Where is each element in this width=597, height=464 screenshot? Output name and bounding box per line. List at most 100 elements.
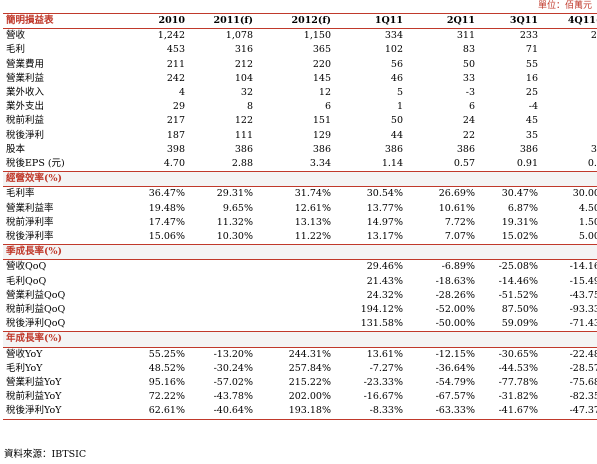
table-cell: 21.43% [366, 275, 403, 287]
row-label: 稅前利益YoY [6, 391, 62, 403]
table-cell: 13.61% [366, 348, 403, 360]
table-cell: -28.26% [435, 289, 475, 301]
table-cell: 4.70 [163, 158, 185, 170]
table-cell: 46 [390, 72, 403, 84]
table-row: 稅後淨利YoY 62.61% -40.64% 193.18% -8.33% -63.33%… [3, 404, 597, 420]
table-cell: -67.57% [435, 391, 475, 403]
row-label: 營收QoQ [6, 261, 47, 273]
row-label: 毛利率 [6, 188, 35, 200]
table-cell: 26.69% [438, 188, 475, 200]
table-cell: 386 [590, 143, 597, 155]
table-cell: -7.27% [369, 362, 403, 374]
header-cell: 4Q11(f) [567, 15, 597, 26]
table-row: 毛利 453 316 365 102 83 7160 [3, 43, 597, 57]
header-cell: 1Q11 [374, 15, 403, 26]
table-cell: -14.16% [569, 261, 597, 273]
table-cell: -3 [465, 87, 475, 99]
table-cell: -25.08% [498, 261, 538, 273]
table-cell [118, 303, 188, 317]
table-cell: -43.78% [213, 391, 253, 403]
table-cell: 51 [541, 58, 597, 72]
table-cell: 1,078 [225, 30, 253, 42]
table-cell: 71 [525, 44, 538, 56]
table-cell: -15.49% [569, 275, 597, 287]
table-cell: 102 [384, 44, 403, 56]
row-label: 稅後淨利QoQ [6, 318, 66, 330]
section-title: 經營效率(%) [3, 171, 597, 188]
table-cell: -31.82% [498, 391, 538, 403]
table-row: 毛利QoQ 21.43% -18.63% -14.46% -15.49% [3, 275, 597, 289]
table-cell: 60 [541, 43, 597, 57]
table-cell: 200 [590, 30, 597, 42]
table-cell: 33 [462, 72, 475, 84]
row-label: 稅後淨利率 [6, 231, 54, 243]
row-label: 稅後淨利YoY [3, 404, 118, 420]
table-row: 營業利益 242 104 145 46 33 169 [3, 72, 597, 86]
table-cell: 311 [456, 30, 475, 42]
table-cell: 316 [234, 44, 253, 56]
table-cell: 1,242 [157, 30, 185, 42]
table-cell [256, 275, 334, 289]
table-cell: 7.07% [444, 231, 475, 243]
table-cell [256, 289, 334, 303]
table-cell [118, 275, 188, 289]
table-row: 營收 1,242 1,078 1,150 334 311 233 200 [3, 29, 597, 44]
row-label: 稅前利益QoQ [6, 304, 66, 316]
table-cell [256, 303, 334, 317]
row-label: 營收 [6, 30, 26, 42]
table-cell: 453 [166, 44, 185, 56]
row-label: 毛利QoQ [6, 275, 47, 287]
row-label: 營業費用 [6, 58, 45, 70]
row-label: 營業利益率 [6, 202, 54, 214]
table-cell [188, 289, 256, 303]
row-label: 毛利 [6, 44, 26, 56]
section-header-row: 季成長率(%) [3, 244, 597, 261]
table-cell: -51.52% [498, 289, 538, 301]
table-row: 營業利益YoY 95.16% -57.02% 215.22% -23.33% -54.79… [3, 376, 597, 390]
table-cell: -18.63% [435, 275, 475, 287]
table-cell: -36.64% [435, 362, 475, 374]
header-cell: 2Q11 [446, 15, 475, 26]
row-label: 業外支出 [6, 101, 45, 113]
table-cell: 104 [234, 72, 253, 84]
table-cell: 95.16% [148, 377, 185, 389]
table-cell: 398 [166, 143, 185, 155]
table-row: 稅後EPS (元) 4.70 2.88 3.34 1.14 0.57 0.91 0.26 [3, 157, 597, 172]
table-cell: -30.65% [498, 348, 538, 360]
header-cell: 2012(f) [291, 15, 331, 26]
table-cell: 50 [462, 58, 475, 70]
table-cell: 5.00% [578, 231, 597, 243]
table-cell: 1.14 [381, 158, 403, 170]
table-cell: 194.12% [360, 304, 403, 316]
unit-note: 單位：佰萬元 [537, 1, 592, 11]
header-cell: 2010 [158, 15, 185, 26]
table-cell: 50 [390, 115, 403, 127]
row-label: 稅後淨利 [6, 129, 45, 141]
qoq-section: 季成長率(%)營收QoQ 29.46% -6.89% -25.08% -14.16% 毛利… [3, 244, 597, 332]
table-cell: 10 [541, 129, 597, 143]
table-cell: -75.68% [569, 377, 597, 389]
table-cell: -93.33% [569, 304, 597, 316]
table-cell: -13.20% [213, 348, 253, 360]
table-cell: -4 [528, 101, 538, 113]
table-cell [256, 260, 334, 275]
section-title: 季成長率(%) [3, 244, 597, 261]
table-cell [188, 303, 256, 317]
table-cell: -50.00% [435, 318, 475, 330]
table-cell: -40.64% [188, 404, 256, 420]
table-row: 業外支出 29 8 6 1 6 -45 [3, 100, 597, 114]
table-cell: 24.32% [366, 289, 403, 301]
section-header-row: 年成長率(%) [3, 331, 597, 348]
table-cell: 13.17% [366, 231, 403, 243]
table-cell: -23.33% [363, 377, 403, 389]
table-cell: 202.00% [288, 391, 331, 403]
table-cell: 386 [234, 143, 253, 155]
table-cell: 8 [246, 101, 253, 113]
table-cell: 29.31% [216, 188, 253, 200]
table-row: 營業利益率 19.48% 9.65% 12.61% 13.77% 10.61% 6.87% 4… [3, 202, 597, 216]
table-cell: 193.18% [256, 404, 334, 420]
table-cell: -57.02% [213, 377, 253, 389]
source-note: 資料來源：IBTSIC [4, 449, 87, 460]
table-cell: -12.15% [435, 348, 475, 360]
